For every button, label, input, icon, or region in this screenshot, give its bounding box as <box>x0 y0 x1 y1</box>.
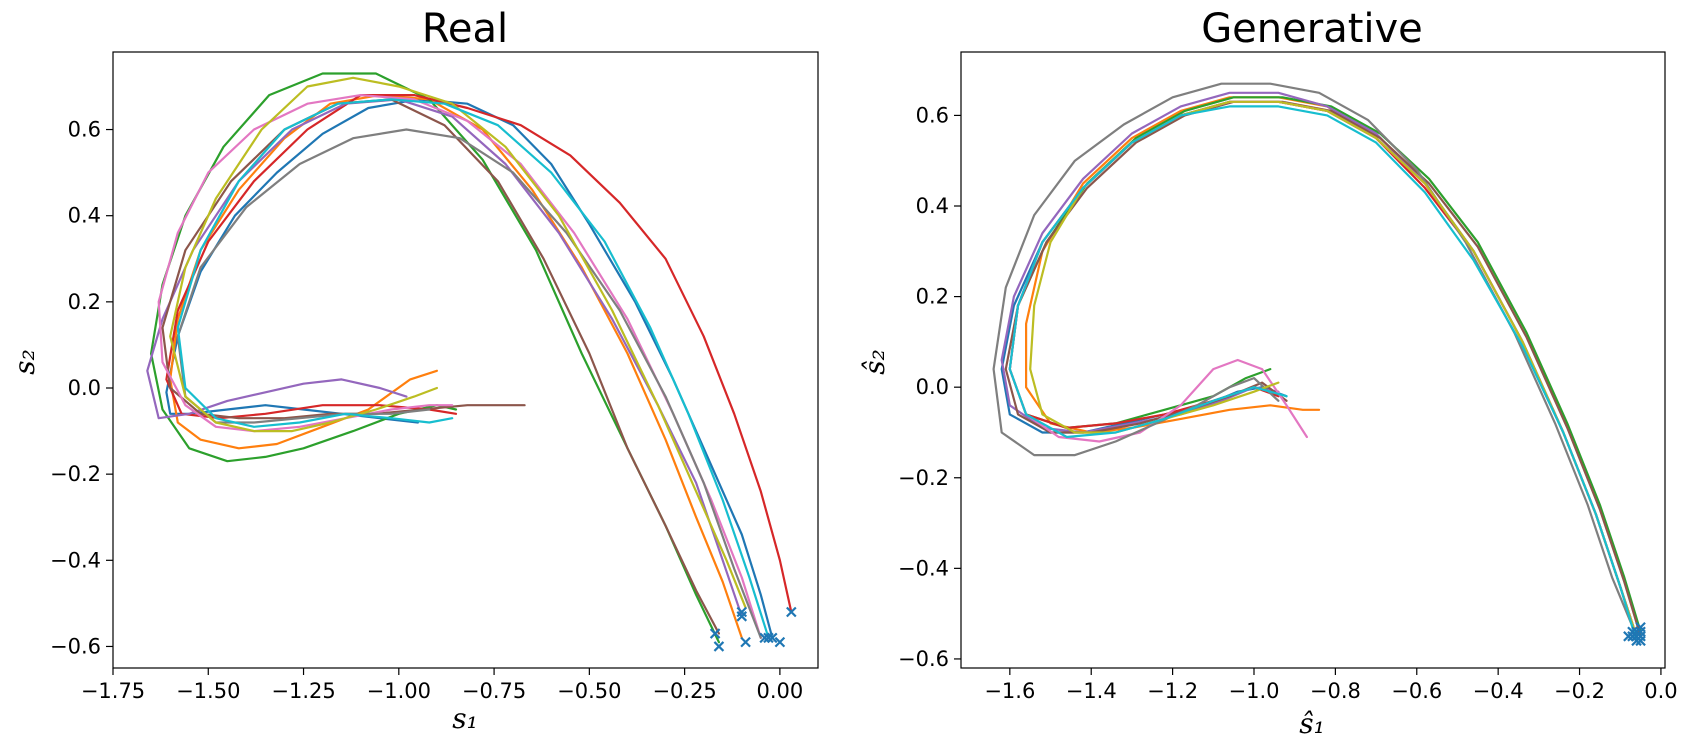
generative-axes-frame <box>960 51 1666 669</box>
real-series-line-6 <box>161 98 720 635</box>
generative-x-tick-label: −1.6 <box>984 679 1035 703</box>
generative-y-tick-label: 0.6 <box>916 103 949 127</box>
real-y-tick-label: −0.4 <box>50 548 101 572</box>
real-end-marker-3 <box>766 632 778 644</box>
generative-end-marker-9 <box>1635 626 1646 638</box>
generative-series-line-10 <box>1008 105 1638 642</box>
generative-panel: Generative ŝ₁ ŝ₂ −1.6 −1.4 −1.2 −1.0 −0.8 −0.… <box>858 6 1678 740</box>
real-x-tick-label: 0.00 <box>757 679 804 703</box>
real-x-tick-label: −0.75 <box>462 679 526 703</box>
generative-plot-area <box>992 82 1646 647</box>
real-x-tick-label: −1.25 <box>271 679 335 703</box>
real-y-tick-label: −0.6 <box>50 634 101 658</box>
generative-x-tick-label: −1.4 <box>1066 679 1117 703</box>
real-series-line-7 <box>157 94 762 639</box>
real-series-line-9 <box>169 76 747 609</box>
generative-y-tick-label: 0.2 <box>916 285 949 309</box>
real-y-tick-label: 0.0 <box>68 376 101 400</box>
real-panel: Real s₁ s₂ −1.75 −1.50 −1.25 −1.00 −0.75 −0.5… <box>8 6 819 735</box>
real-series-line-2 <box>169 94 743 639</box>
real-y-tick-label: −0.2 <box>50 462 101 486</box>
real-x-tick-label: −0.50 <box>557 679 621 703</box>
real-end-marker-2 <box>774 636 786 648</box>
real-plot-area <box>146 72 797 652</box>
generative-y-tick-label: 0.4 <box>916 194 949 218</box>
real-end-marker-10 <box>709 628 721 639</box>
generative-series-line-6 <box>1004 100 1642 638</box>
generative-x-tick-label: −0.4 <box>1473 679 1524 703</box>
real-end-marker-1 <box>786 606 797 618</box>
real-x-tick-label: −1.75 <box>81 679 145 703</box>
generative-x-tick-label: −0.8 <box>1310 679 1361 703</box>
real-series-line-4 <box>165 94 793 614</box>
real-x-tick-label: −0.25 <box>652 679 716 703</box>
generative-series-line-8 <box>992 82 1638 638</box>
real-y-tick-label: 0.6 <box>68 118 101 142</box>
generative-series-line-9 <box>1029 100 1638 638</box>
real-series-line-10 <box>176 98 770 639</box>
generative-series-line-2 <box>1025 96 1638 638</box>
generative-y-tick-label: −0.2 <box>898 466 949 490</box>
real-end-marker-7 <box>736 611 748 622</box>
real-axes-frame <box>112 51 819 669</box>
generative-x-tick-label: −1.2 <box>1147 679 1198 703</box>
real-end-marker-5 <box>759 632 770 644</box>
generative-y-tick-label: −0.6 <box>898 647 949 671</box>
generative-end-marker-7 <box>1623 631 1634 642</box>
generative-x-tick-label: −0.6 <box>1391 679 1442 703</box>
real-end-marker-4 <box>763 632 774 644</box>
real-end-marker-6 <box>740 636 751 648</box>
real-series-line-8 <box>176 128 762 639</box>
generative-x-tick-label: 0.0 <box>1644 679 1677 703</box>
generative-y-tick-label: 0.0 <box>916 375 949 399</box>
generative-x-tick-label: −1.0 <box>1228 679 1279 703</box>
real-title: Real <box>422 6 508 52</box>
real-end-marker-9 <box>713 641 725 652</box>
real-y-tick-label: 0.2 <box>68 290 101 314</box>
real-x-tick-label: −1.00 <box>367 679 431 703</box>
generative-x-axis-label: ŝ₁ <box>1299 707 1325 740</box>
generative-y-axis-label: ŝ₂ <box>858 349 891 375</box>
real-x-tick-label: −1.50 <box>176 679 240 703</box>
generative-title: Generative <box>1201 6 1423 52</box>
generative-end-marker-10 <box>1627 631 1638 642</box>
generative-series-line-3 <box>1008 96 1642 633</box>
generative-y-tick-label: −0.4 <box>898 556 949 580</box>
generative-x-tick-label: −0.2 <box>1554 679 1605 703</box>
real-y-axis-label: s₂ <box>8 349 41 375</box>
real-x-axis-label: s₁ <box>452 702 478 735</box>
real-y-tick-label: 0.4 <box>68 204 101 228</box>
real-end-marker-8 <box>736 606 748 618</box>
